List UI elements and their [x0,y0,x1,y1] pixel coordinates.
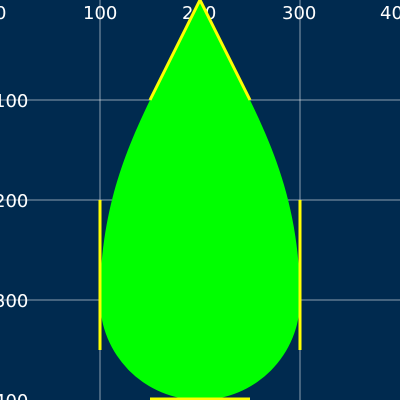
guide-line-upper-left [148,0,202,101]
guide-line-upper-right [198,0,252,101]
y-tick-label-300: 300 [0,291,28,312]
guide-lines [98,0,302,400]
x-tick-label-300: 300 [282,3,316,24]
y-tick-label-200: 200 [0,191,28,212]
y-tick-labels: 100 200 300 400 [0,91,28,400]
x-tick-label-400: 400 [380,3,400,24]
y-tick-label-400: 400 [0,391,28,400]
x-tick-label-100: 100 [83,3,117,24]
x-tick-label-0: 0 [0,3,6,24]
y-tick-label-100: 100 [0,91,28,112]
